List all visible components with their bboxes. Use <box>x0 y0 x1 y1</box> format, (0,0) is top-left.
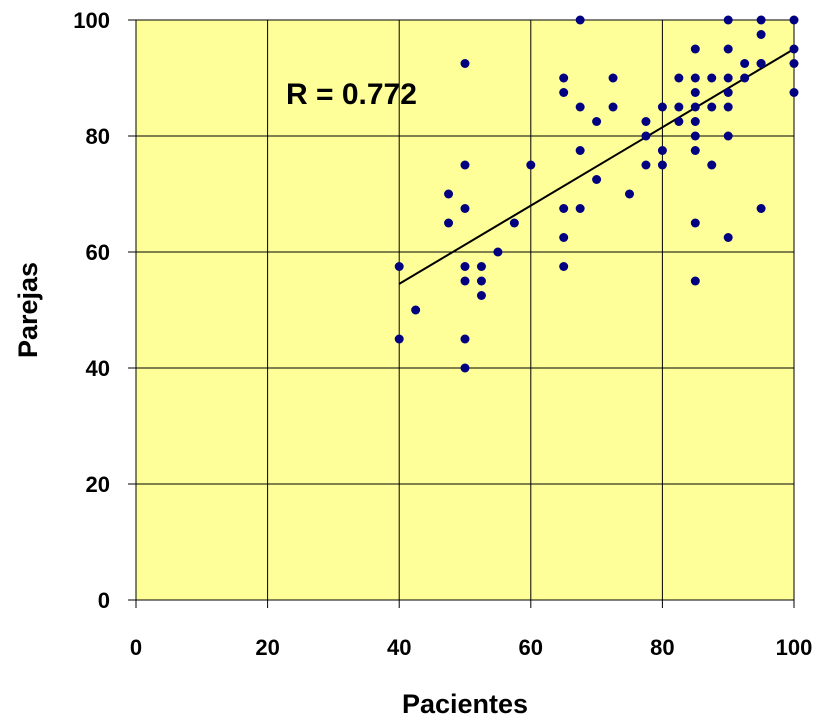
x-axis-tick-labels: 0 20 40 60 80 100 <box>130 635 812 660</box>
data-point <box>756 59 766 68</box>
data-point <box>657 160 667 170</box>
correlation-annotation: R = 0.772 <box>286 78 417 111</box>
plot-border <box>135 19 795 601</box>
data-point <box>509 218 519 228</box>
data-point <box>575 15 585 25</box>
data-point <box>723 88 733 97</box>
x-axis-title: Pacientes <box>402 689 528 719</box>
data-point <box>707 102 717 112</box>
data-point <box>460 59 470 68</box>
data-point <box>526 160 536 170</box>
data-point <box>444 189 454 199</box>
data-point <box>394 334 404 344</box>
data-point <box>592 117 602 126</box>
data-point <box>756 15 766 25</box>
data-point <box>559 262 569 271</box>
y-tick-label: 20 <box>86 472 110 497</box>
data-point <box>690 276 700 286</box>
y-axis-title: Parejas <box>13 262 43 358</box>
data-point <box>723 233 733 242</box>
data-point <box>460 204 470 213</box>
data-point <box>559 204 569 213</box>
data-point <box>690 218 700 228</box>
data-point <box>625 189 634 199</box>
y-tick-label: 40 <box>86 356 110 381</box>
data-point <box>690 73 700 83</box>
data-point <box>641 160 651 170</box>
data-point <box>476 291 486 300</box>
data-point <box>476 262 486 271</box>
data-point <box>690 117 700 126</box>
data-point <box>460 262 470 271</box>
data-point <box>394 262 404 271</box>
y-tick-label: 60 <box>86 240 110 265</box>
data-point <box>460 276 470 286</box>
data-point <box>723 131 733 141</box>
y-tick-label: 0 <box>98 588 110 613</box>
data-point <box>723 102 733 112</box>
data-point <box>723 73 733 83</box>
data-point <box>592 175 602 184</box>
data-point <box>460 334 470 344</box>
x-tick-label: 0 <box>130 635 142 660</box>
data-point <box>707 160 717 170</box>
data-point <box>444 218 454 228</box>
data-point <box>657 146 667 155</box>
data-point <box>575 102 585 112</box>
data-point <box>559 233 569 242</box>
data-point <box>674 117 684 126</box>
x-tick-label: 80 <box>650 635 674 660</box>
y-tick-label: 80 <box>86 124 110 149</box>
data-point <box>608 73 618 83</box>
data-point <box>674 73 684 83</box>
data-point <box>690 131 700 141</box>
data-point <box>756 30 766 39</box>
x-tick-label: 20 <box>255 635 279 660</box>
data-point <box>674 102 684 112</box>
data-point <box>476 276 486 286</box>
data-point <box>789 59 799 68</box>
plot-area <box>136 20 794 600</box>
data-point <box>559 73 569 83</box>
data-points <box>394 15 799 373</box>
data-point <box>723 44 733 54</box>
y-tick-label: 100 <box>73 8 110 33</box>
data-point <box>789 44 799 54</box>
data-point <box>690 88 700 97</box>
data-point <box>740 59 750 68</box>
data-point <box>575 204 585 213</box>
data-point <box>690 44 700 54</box>
data-point <box>657 102 667 112</box>
data-point <box>690 146 700 155</box>
grid-lines <box>128 19 795 608</box>
x-tick-label: 100 <box>776 635 813 660</box>
x-tick-label: 60 <box>519 635 543 660</box>
data-point <box>460 160 470 170</box>
data-point <box>690 102 700 112</box>
data-point <box>608 102 618 112</box>
data-point <box>707 73 717 83</box>
data-point <box>575 146 585 155</box>
data-point <box>411 305 421 315</box>
data-point <box>641 117 651 126</box>
data-point <box>559 88 569 97</box>
data-point <box>756 204 766 213</box>
data-point <box>789 15 799 25</box>
x-tick-label: 40 <box>387 635 411 660</box>
data-point <box>460 363 470 373</box>
data-point <box>740 73 750 83</box>
data-point <box>641 131 651 141</box>
data-point <box>789 88 799 97</box>
data-point <box>723 15 733 25</box>
y-axis-tick-labels: 0 20 40 60 80 100 <box>73 8 110 613</box>
data-point <box>493 247 503 257</box>
